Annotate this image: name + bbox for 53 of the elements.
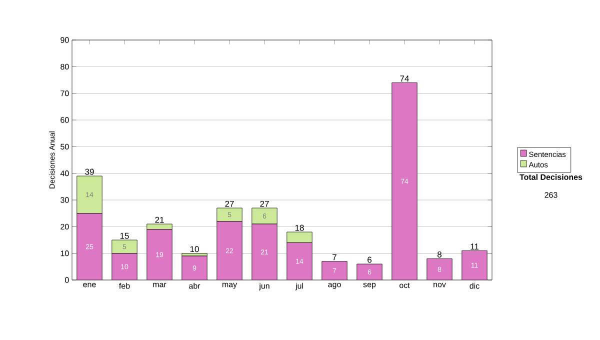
x-tick-label: abr: [189, 282, 200, 289]
x-tick-label: oct: [400, 282, 410, 288]
x-tick-label: mar: [153, 282, 166, 288]
y-tick-label: 70: [60, 90, 69, 96]
bar: [146, 229, 172, 280]
total-label: 11: [470, 244, 479, 250]
y-tick-label: 60: [60, 117, 69, 123]
bar: [252, 208, 278, 224]
x-tick-label: ene: [83, 282, 96, 288]
y-tick-label: 90: [60, 37, 69, 43]
total-label: 18: [295, 224, 304, 231]
text: 263: [544, 192, 558, 198]
x-tick-label: nov: [434, 282, 446, 288]
total-label: 27: [225, 200, 234, 207]
total-label: 15: [120, 232, 129, 239]
x-tick-label: may: [222, 282, 238, 289]
total-label: 39: [85, 168, 94, 175]
y-tick-label: 10: [60, 250, 69, 256]
bar: [182, 256, 208, 280]
bar: [426, 258, 452, 280]
bar: [392, 82, 418, 280]
y-tick-label: 40: [60, 170, 69, 176]
bar: [216, 221, 242, 280]
bar: [322, 261, 348, 280]
text: Total Decisiones: [520, 174, 582, 180]
total-label: 8: [438, 251, 442, 258]
total-label: 7: [332, 254, 336, 260]
total-label: 10: [190, 246, 199, 252]
bar: [356, 264, 382, 280]
bar: [76, 213, 102, 280]
bar: [462, 250, 488, 280]
x-tick-label: sep: [363, 282, 376, 289]
bar: [216, 208, 242, 222]
bar: [146, 224, 172, 230]
bar: [252, 224, 278, 280]
total-label: 21: [155, 216, 164, 223]
bar: [112, 240, 138, 254]
x-tick-label: dic: [470, 282, 480, 289]
total-label: 27: [260, 200, 269, 207]
bar: [286, 232, 312, 243]
y-tick-label: 20: [60, 224, 69, 230]
bar: [112, 253, 138, 280]
x-tick-label: feb: [119, 282, 130, 289]
y-tick-label: 0: [64, 277, 69, 283]
total-label: 6: [368, 256, 372, 263]
total-label: 74: [400, 76, 409, 82]
y-tick-label: 80: [60, 64, 69, 70]
y-tick-label: 30: [60, 197, 69, 203]
x-tick-label: jun: [258, 282, 270, 290]
x-tick-label: ago: [328, 282, 341, 289]
y-tick-label: 50: [60, 144, 69, 150]
bar: [286, 242, 312, 280]
x-tick-label: jul: [295, 282, 303, 290]
